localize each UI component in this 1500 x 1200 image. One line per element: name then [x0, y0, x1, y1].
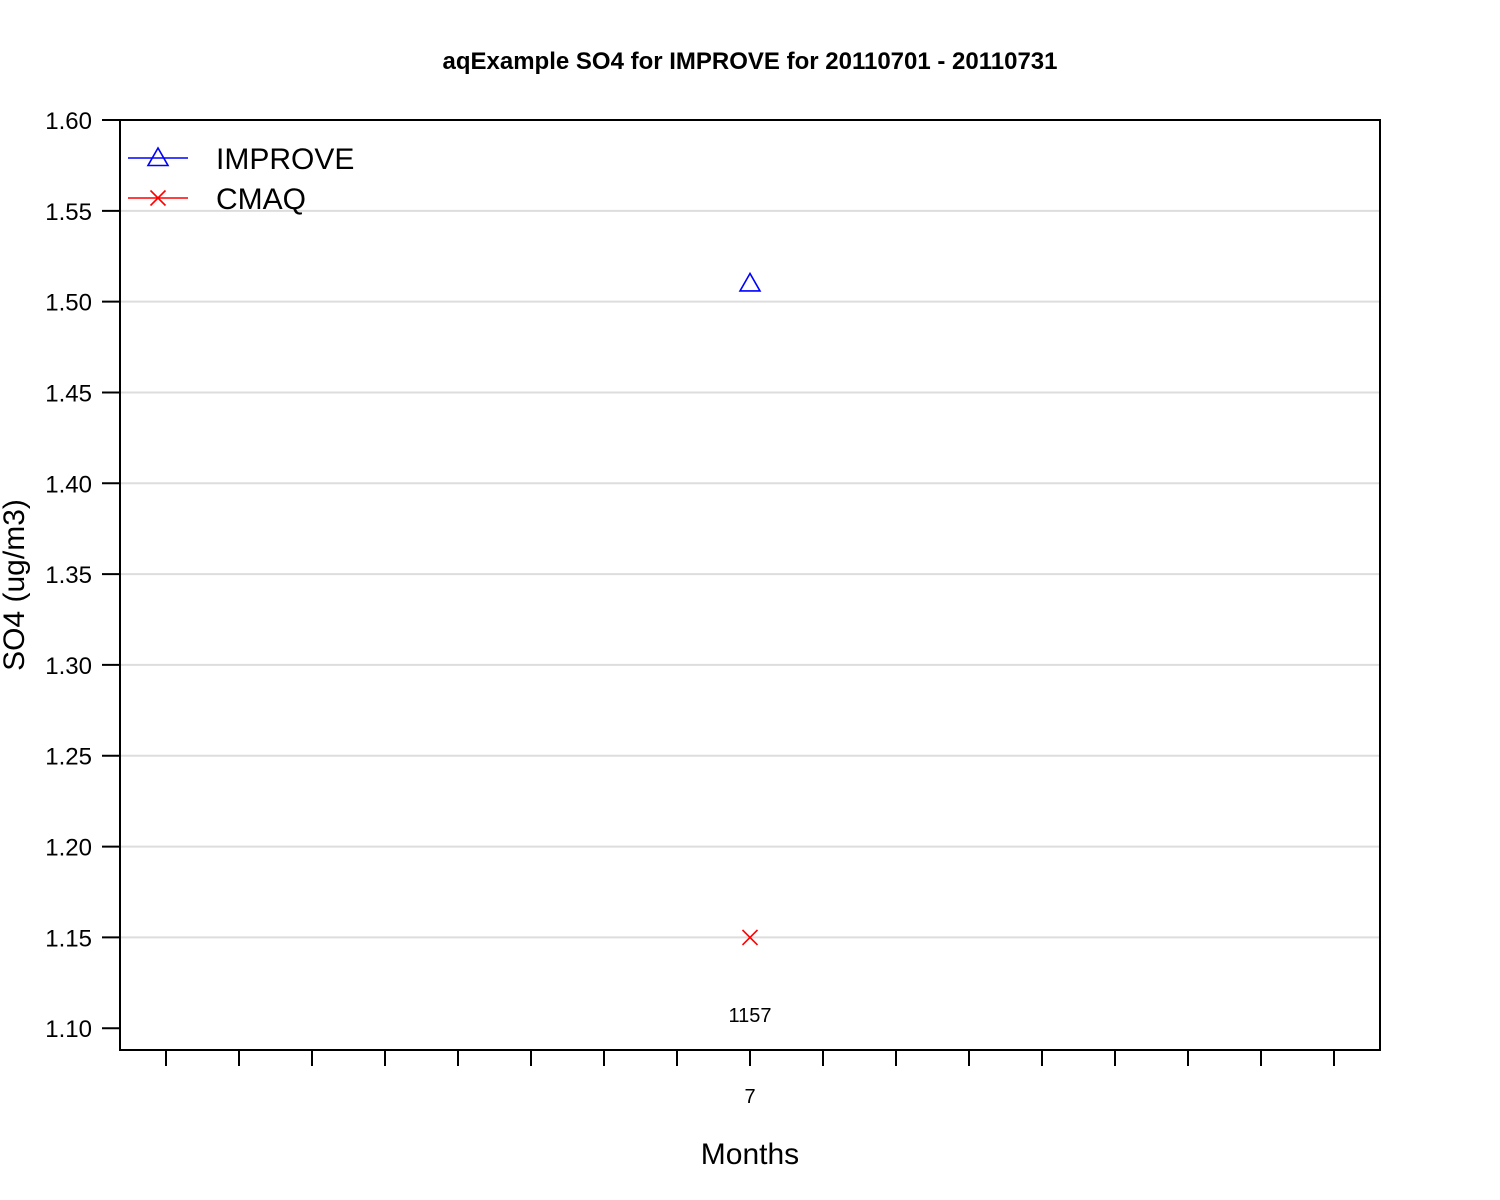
legend-item-improve: IMPROVE	[128, 143, 354, 176]
y-tick-label: 1.55	[45, 199, 92, 226]
annotations: 1157	[728, 1005, 771, 1027]
grid-lines	[120, 209, 1380, 939]
chart-title: aqExample SO4 for IMPROVE for 20110701 -…	[443, 48, 1058, 75]
data-points	[738, 271, 762, 946]
count-label: 1157	[728, 1005, 771, 1027]
y-tick-label: 1.15	[45, 925, 92, 952]
improve-point	[738, 271, 762, 292]
legend-marker	[149, 189, 167, 207]
legend-label: IMPROVE	[216, 143, 354, 176]
y-tick-label: 1.50	[45, 290, 92, 317]
cmaq-point	[741, 929, 759, 946]
y-tick-label: 1.25	[45, 744, 92, 771]
x-tick-label: 7	[744, 1086, 755, 1108]
y-tick-label: 1.40	[45, 471, 92, 498]
x-axis-label: Months	[701, 1138, 799, 1171]
legend: IMPROVE CMAQ	[128, 143, 354, 216]
plot-frame	[119, 119, 1381, 1051]
y-tick-label: 1.30	[45, 653, 92, 680]
y-tick-label: 1.20	[45, 835, 92, 862]
y-tick-label: 1.45	[45, 380, 92, 407]
legend-item-cmaq: CMAQ	[128, 183, 306, 216]
x-axis: 7	[165, 1050, 1335, 1108]
y-tick-label: 1.60	[45, 108, 92, 135]
y-tick-label: 1.35	[45, 562, 92, 589]
legend-marker	[146, 146, 170, 167]
legend-label: CMAQ	[216, 183, 306, 216]
y-tick-label: 1.10	[45, 1016, 92, 1043]
y-axis: 1.10 1.15 1.20 1.25 1.30 1.35 1.40 1.45 1.50 1.55…	[45, 108, 120, 1043]
y-axis-label: SO4 (ug/m3)	[0, 499, 31, 671]
